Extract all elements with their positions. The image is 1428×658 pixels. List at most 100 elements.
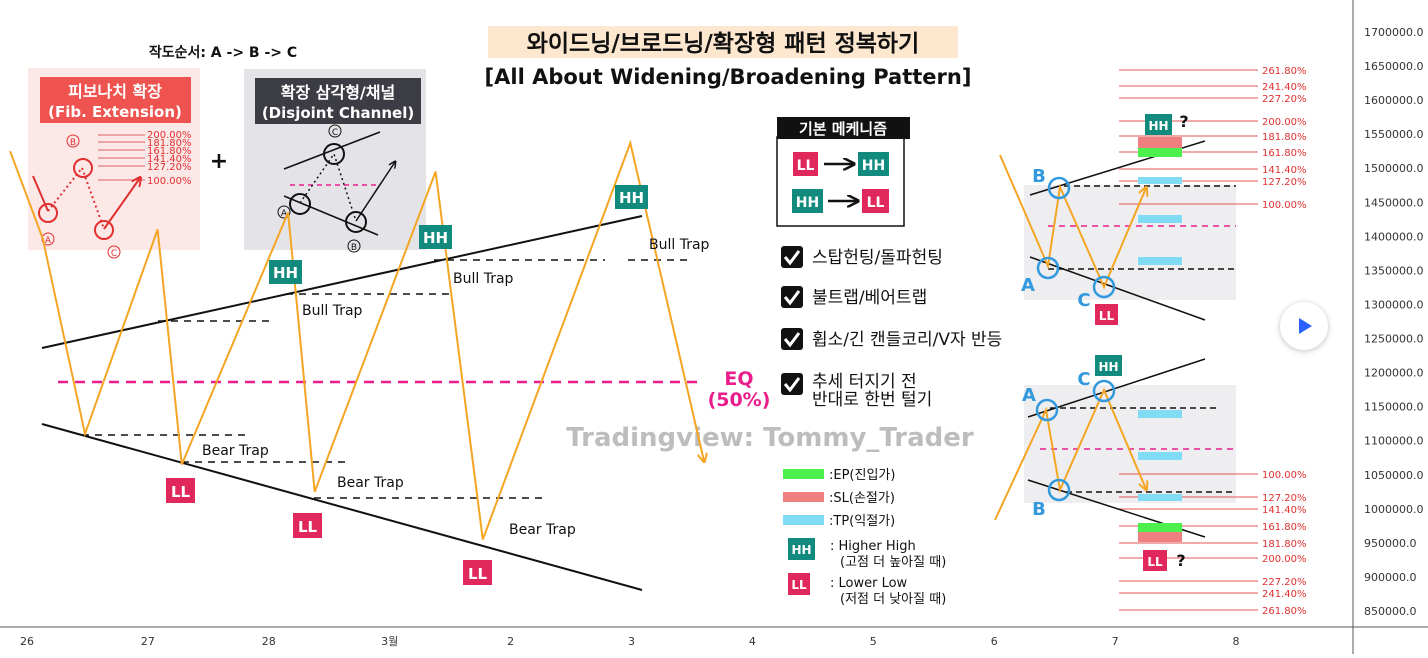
watermark: Tradingview: Tommy_Trader (566, 423, 974, 453)
svg-text:LL: LL (171, 483, 191, 501)
svg-text:HH: HH (423, 229, 448, 247)
fib-level-label: 127.20% (1262, 177, 1307, 188)
fib-level-label: 161.80% (1262, 522, 1307, 533)
lower-trendline[interactable] (41, 423, 643, 591)
lower-scenario: 100.00% 127.20%141.40% 161.80% 181.80% 200.0… (994, 355, 1307, 617)
fib-level-100: 100.00% (147, 176, 192, 187)
check-item-3: 휩소/긴 캔들코리/V자 반등 (781, 328, 1002, 350)
legend-ll-tag: LL (791, 578, 807, 592)
play-button[interactable] (1280, 302, 1328, 350)
upper-ll-tag: LL (1099, 309, 1115, 323)
svg-text:추세 터지기 전: 추세 터지기 전 (812, 372, 917, 392)
mechanism-title-bg (777, 117, 910, 139)
upper-trendline[interactable] (41, 215, 643, 349)
fib-level-label: 227.20% (1262, 94, 1307, 105)
time-tick-label: 3 (628, 635, 635, 648)
mechanism-box: 기본 메케니즘 LL HH HH LL (776, 117, 910, 227)
check-item-4: 추세 터지기 전 반대로 한번 털기 (781, 372, 932, 410)
hh-tag-3: HH (615, 185, 648, 209)
hh-tag-2: HH (419, 225, 452, 249)
fib-level-200: 200.00% (147, 130, 192, 141)
color-legend: :EP(진입가) :SL(손절가) :TP(익절가) HH : Higher H… (783, 468, 946, 607)
time-tick-label: 6 (991, 635, 998, 648)
main-pattern: Bull Trap Bull Trap Bull Trap Bear Trap … (9, 139, 771, 591)
legend-tp: :TP(익절가) (829, 514, 895, 529)
fib-box-title-bg (40, 77, 191, 123)
channel-point-c: C (332, 128, 338, 138)
fib-level-label: 261.80% (1262, 606, 1307, 617)
fib-point-a: A (45, 236, 52, 246)
channel-box-title-1: 확장 삼각형/채널 (281, 83, 395, 102)
bear-trap-label-2: Bear Trap (337, 475, 404, 491)
svg-text:HH: HH (619, 189, 644, 207)
price-tick-label: 900000.0 (1364, 571, 1417, 584)
price-tick-label: 1500000.0 (1364, 162, 1424, 175)
upper-point-a: A (1021, 275, 1035, 296)
time-axis[interactable]: 26 27 28 3월 2 3 4 5 6 7 8 (20, 635, 1240, 648)
mechanism-title: 기본 메케니즘 (799, 120, 887, 138)
svg-text:반대로 한번 털기: 반대로 한번 털기 (812, 390, 932, 410)
upper-hh-tag: HH (1148, 119, 1168, 133)
fib-level-label: 200.00% (1262, 554, 1307, 565)
fib-level-label: 127.20% (1262, 493, 1307, 504)
lower-point-a: A (1022, 385, 1036, 406)
fib-level-label: 181.80% (1262, 539, 1307, 550)
bull-trap-label-3: Bull Trap (649, 237, 710, 253)
ll-tag-2: LL (293, 513, 322, 538)
fib-level-label: 227.20% (1262, 577, 1307, 588)
legend-ll-line1: : Lower Low (830, 576, 908, 591)
fib-level-label: 100.00% (1262, 200, 1307, 211)
fib-point-b: B (70, 138, 76, 148)
channel-box-title-bg (255, 78, 421, 124)
hh-tag-1: HH (269, 260, 302, 284)
price-tick-label: 850000.0 (1364, 605, 1417, 618)
bear-trap-label-3: Bear Trap (509, 522, 576, 538)
price-path[interactable] (9, 139, 704, 540)
lower-ll-tag: LL (1147, 555, 1163, 569)
price-tick-label: 1400000.0 (1364, 230, 1424, 243)
fib-level-label: 100.00% (1262, 470, 1307, 481)
fib-point-c: C (111, 249, 117, 259)
legend-sl: :SL(손절가) (829, 491, 895, 506)
mech-row2-to: LL (867, 195, 885, 211)
price-tick-label: 950000.0 (1364, 537, 1417, 550)
time-tick-label: 27 (141, 635, 155, 648)
legend-hh-line1: : Higher High (830, 539, 916, 554)
time-tick-label: 7 (1112, 635, 1119, 648)
eq-label: EQ (724, 368, 753, 390)
upper-point-c: C (1077, 290, 1090, 311)
bull-trap-label-2: Bull Trap (453, 271, 514, 287)
fib-level-label: 241.40% (1262, 82, 1307, 93)
eq-percent-label: (50%) (708, 389, 771, 411)
price-tick-label: 1150000.0 (1364, 401, 1424, 414)
check-item-2: 불트랩/베어트랩 (781, 286, 927, 308)
fib-box-title-2: (Fib. Extension) (48, 103, 182, 121)
upper-point-b: B (1032, 166, 1046, 187)
channel-box-title-2: (Disjoint Channel) (262, 104, 414, 122)
time-tick-label: 5 (870, 635, 877, 648)
lower-hh-tag: HH (1098, 360, 1118, 374)
price-axis[interactable]: 850000.0 900000.0 950000.0 1000000.0 1050000… (1364, 26, 1424, 618)
time-tick-label: 3월 (381, 635, 398, 648)
lower-point-b: B (1032, 499, 1046, 520)
price-tick-label: 1700000.0 (1364, 26, 1424, 39)
bull-trap-label-1: Bull Trap (302, 303, 363, 319)
price-tick-label: 1600000.0 (1364, 94, 1424, 107)
fib-level-label: 141.40% (1262, 505, 1307, 516)
time-tick-label: 26 (20, 635, 34, 648)
fib-level-label: 181.80% (1262, 132, 1307, 143)
channel-point-a: A (281, 209, 288, 219)
channel-point-b: B (351, 243, 357, 253)
order-note: 작도순서: A -> B -> C (149, 44, 297, 61)
price-tick-label: 1300000.0 (1364, 298, 1424, 311)
time-tick-label: 2 (507, 635, 514, 648)
channel-box: 확장 삼각형/채널 (Disjoint Channel) A C B (244, 69, 426, 253)
price-tick-label: 1050000.0 (1364, 469, 1424, 482)
fib-extension-box: 피보나치 확장 (Fib. Extension) 200.00% 181.80%… (28, 68, 200, 259)
svg-text:스탑헌팅/돌파헌팅: 스탑헌팅/돌파헌팅 (812, 248, 943, 268)
price-tick-label: 1000000.0 (1364, 503, 1424, 516)
fib-level-label: 241.40% (1262, 589, 1307, 600)
price-tick-label: 1250000.0 (1364, 333, 1424, 346)
mech-row1-to: HH (862, 158, 885, 174)
time-tick-label: 28 (262, 635, 276, 648)
